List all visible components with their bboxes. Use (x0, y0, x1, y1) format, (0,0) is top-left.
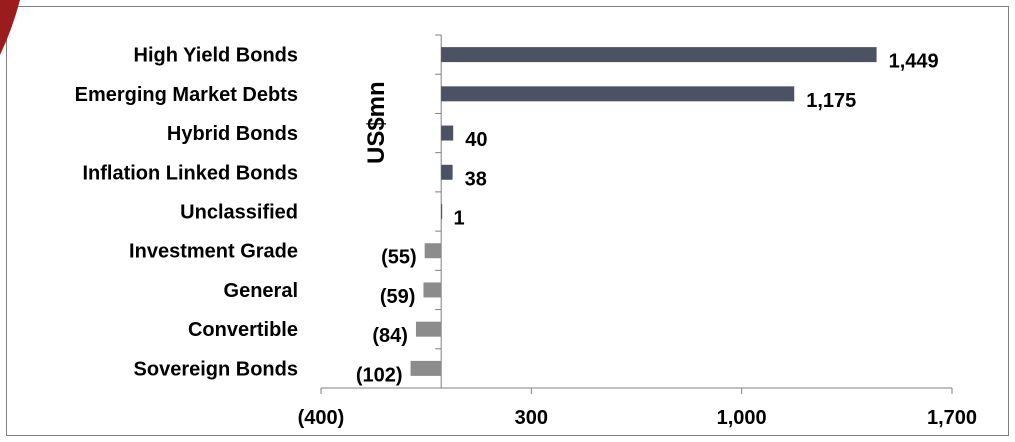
bar (424, 243, 442, 259)
category-label: Emerging Market Debts (75, 84, 298, 106)
data-label: 1,175 (806, 90, 856, 112)
bar (410, 360, 442, 376)
category-label: Investment Grade (129, 241, 298, 263)
bar-series (410, 47, 877, 376)
category-label: High Yield Bonds (134, 45, 298, 67)
data-label: (59) (380, 286, 416, 308)
data-label: (55) (381, 247, 417, 269)
bar (441, 164, 453, 180)
value-labels: 1,449 1,175 40 381 (55) (59) (84) (102) (356, 51, 939, 387)
category-label: Hybrid Bonds (167, 123, 298, 145)
bar (441, 47, 877, 63)
x-tick-label: (400) (298, 407, 345, 429)
category-label: Convertible (188, 319, 298, 341)
category-label: Sovereign Bonds (134, 358, 298, 380)
bar (441, 125, 454, 141)
data-label: (102) (356, 364, 403, 386)
bar (441, 204, 443, 219)
x-tick-label: 1,700 (927, 407, 977, 429)
data-label: 40 (465, 129, 487, 151)
x-tick-label: 1,000 (717, 407, 767, 429)
data-label: (84) (372, 325, 408, 347)
data-label: 1 (453, 208, 464, 230)
bar (415, 321, 442, 337)
category-label: Unclassified (180, 202, 298, 224)
x-tick-label: 300 (515, 407, 548, 429)
category-label: General (224, 280, 298, 302)
corner-logo-mark (0, 0, 60, 60)
bar (423, 282, 442, 298)
unit-label: US$mn (363, 81, 390, 164)
x-tick-labels: (400) 300 1,000 1,700 (298, 407, 977, 429)
bar (441, 86, 795, 102)
category-labels: High Yield Bonds Emerging Market Debts Hyb… (75, 45, 298, 381)
data-label: 38 (465, 168, 487, 190)
chart-frame (6, 6, 1009, 436)
category-label: Inflation Linked Bonds (82, 162, 298, 184)
data-label: 1,449 (889, 51, 939, 73)
